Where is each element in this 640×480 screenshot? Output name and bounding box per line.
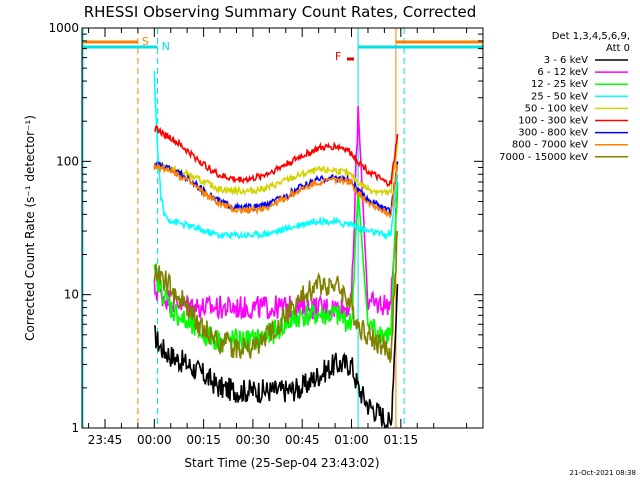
y-tick-label: 100 xyxy=(56,154,79,168)
x-tick-label: 01:15 xyxy=(384,433,419,447)
timestamp: 21-Oct-2021 08:38 xyxy=(570,469,636,477)
series-line-7 xyxy=(153,163,399,219)
series-line-2 xyxy=(153,181,399,354)
y-tick-label: 10 xyxy=(64,288,79,302)
event-label-F: F xyxy=(335,50,341,63)
legend-label-2: 12 - 25 keV xyxy=(531,79,588,90)
legend-label-5: 100 - 300 keV xyxy=(518,116,588,127)
y-tick-label: 1 xyxy=(71,421,79,435)
x-tick-label: 00:15 xyxy=(186,433,221,447)
x-tick-label: 01:00 xyxy=(334,433,369,447)
series-line-6 xyxy=(153,160,399,215)
x-tick-label: 23:45 xyxy=(88,433,123,447)
y-axis-label: Corrected Count Rate (s⁻¹ detector⁻¹) xyxy=(23,115,37,341)
legend-label-0: 3 - 6 keV xyxy=(544,55,588,66)
legend-label-7: 800 - 7000 keV xyxy=(512,140,588,151)
series-line-0 xyxy=(153,284,399,428)
legend-label-6: 300 - 800 keV xyxy=(518,128,588,139)
y-tick-label: 1000 xyxy=(48,21,79,35)
chart-title: RHESSI Observing Summary Count Rates, Co… xyxy=(84,3,477,21)
x-axis-label: Start Time (25-Sep-04 23:43:02) xyxy=(184,456,379,470)
series-line-3 xyxy=(153,71,399,241)
legend-title-line2: Att 0 xyxy=(606,43,630,54)
x-tick-label: 00:30 xyxy=(236,433,271,447)
legend-label-1: 6 - 12 keV xyxy=(537,67,588,78)
legend-label-8: 7000 - 15000 keV xyxy=(499,152,588,163)
event-label-S: S xyxy=(142,35,149,48)
series-line-4 xyxy=(153,141,399,197)
series-layer xyxy=(153,71,399,428)
event-label-N: N xyxy=(162,40,170,53)
legend-title-line1: Det 1,3,4,5,6,9, xyxy=(552,31,630,42)
legend-label-3: 25 - 50 keV xyxy=(531,91,588,102)
plot-frame xyxy=(81,27,484,429)
series-line-5 xyxy=(153,124,399,188)
axes-layer: 1 10 100 1000 23:45 00:00 00:15 00:30 00:45 01:00… xyxy=(48,21,484,447)
series-line-8 xyxy=(153,230,399,363)
legend-label-4: 50 - 100 keV xyxy=(525,103,589,114)
x-tick-label: 00:00 xyxy=(137,433,172,447)
x-tick-label: 00:45 xyxy=(285,433,320,447)
